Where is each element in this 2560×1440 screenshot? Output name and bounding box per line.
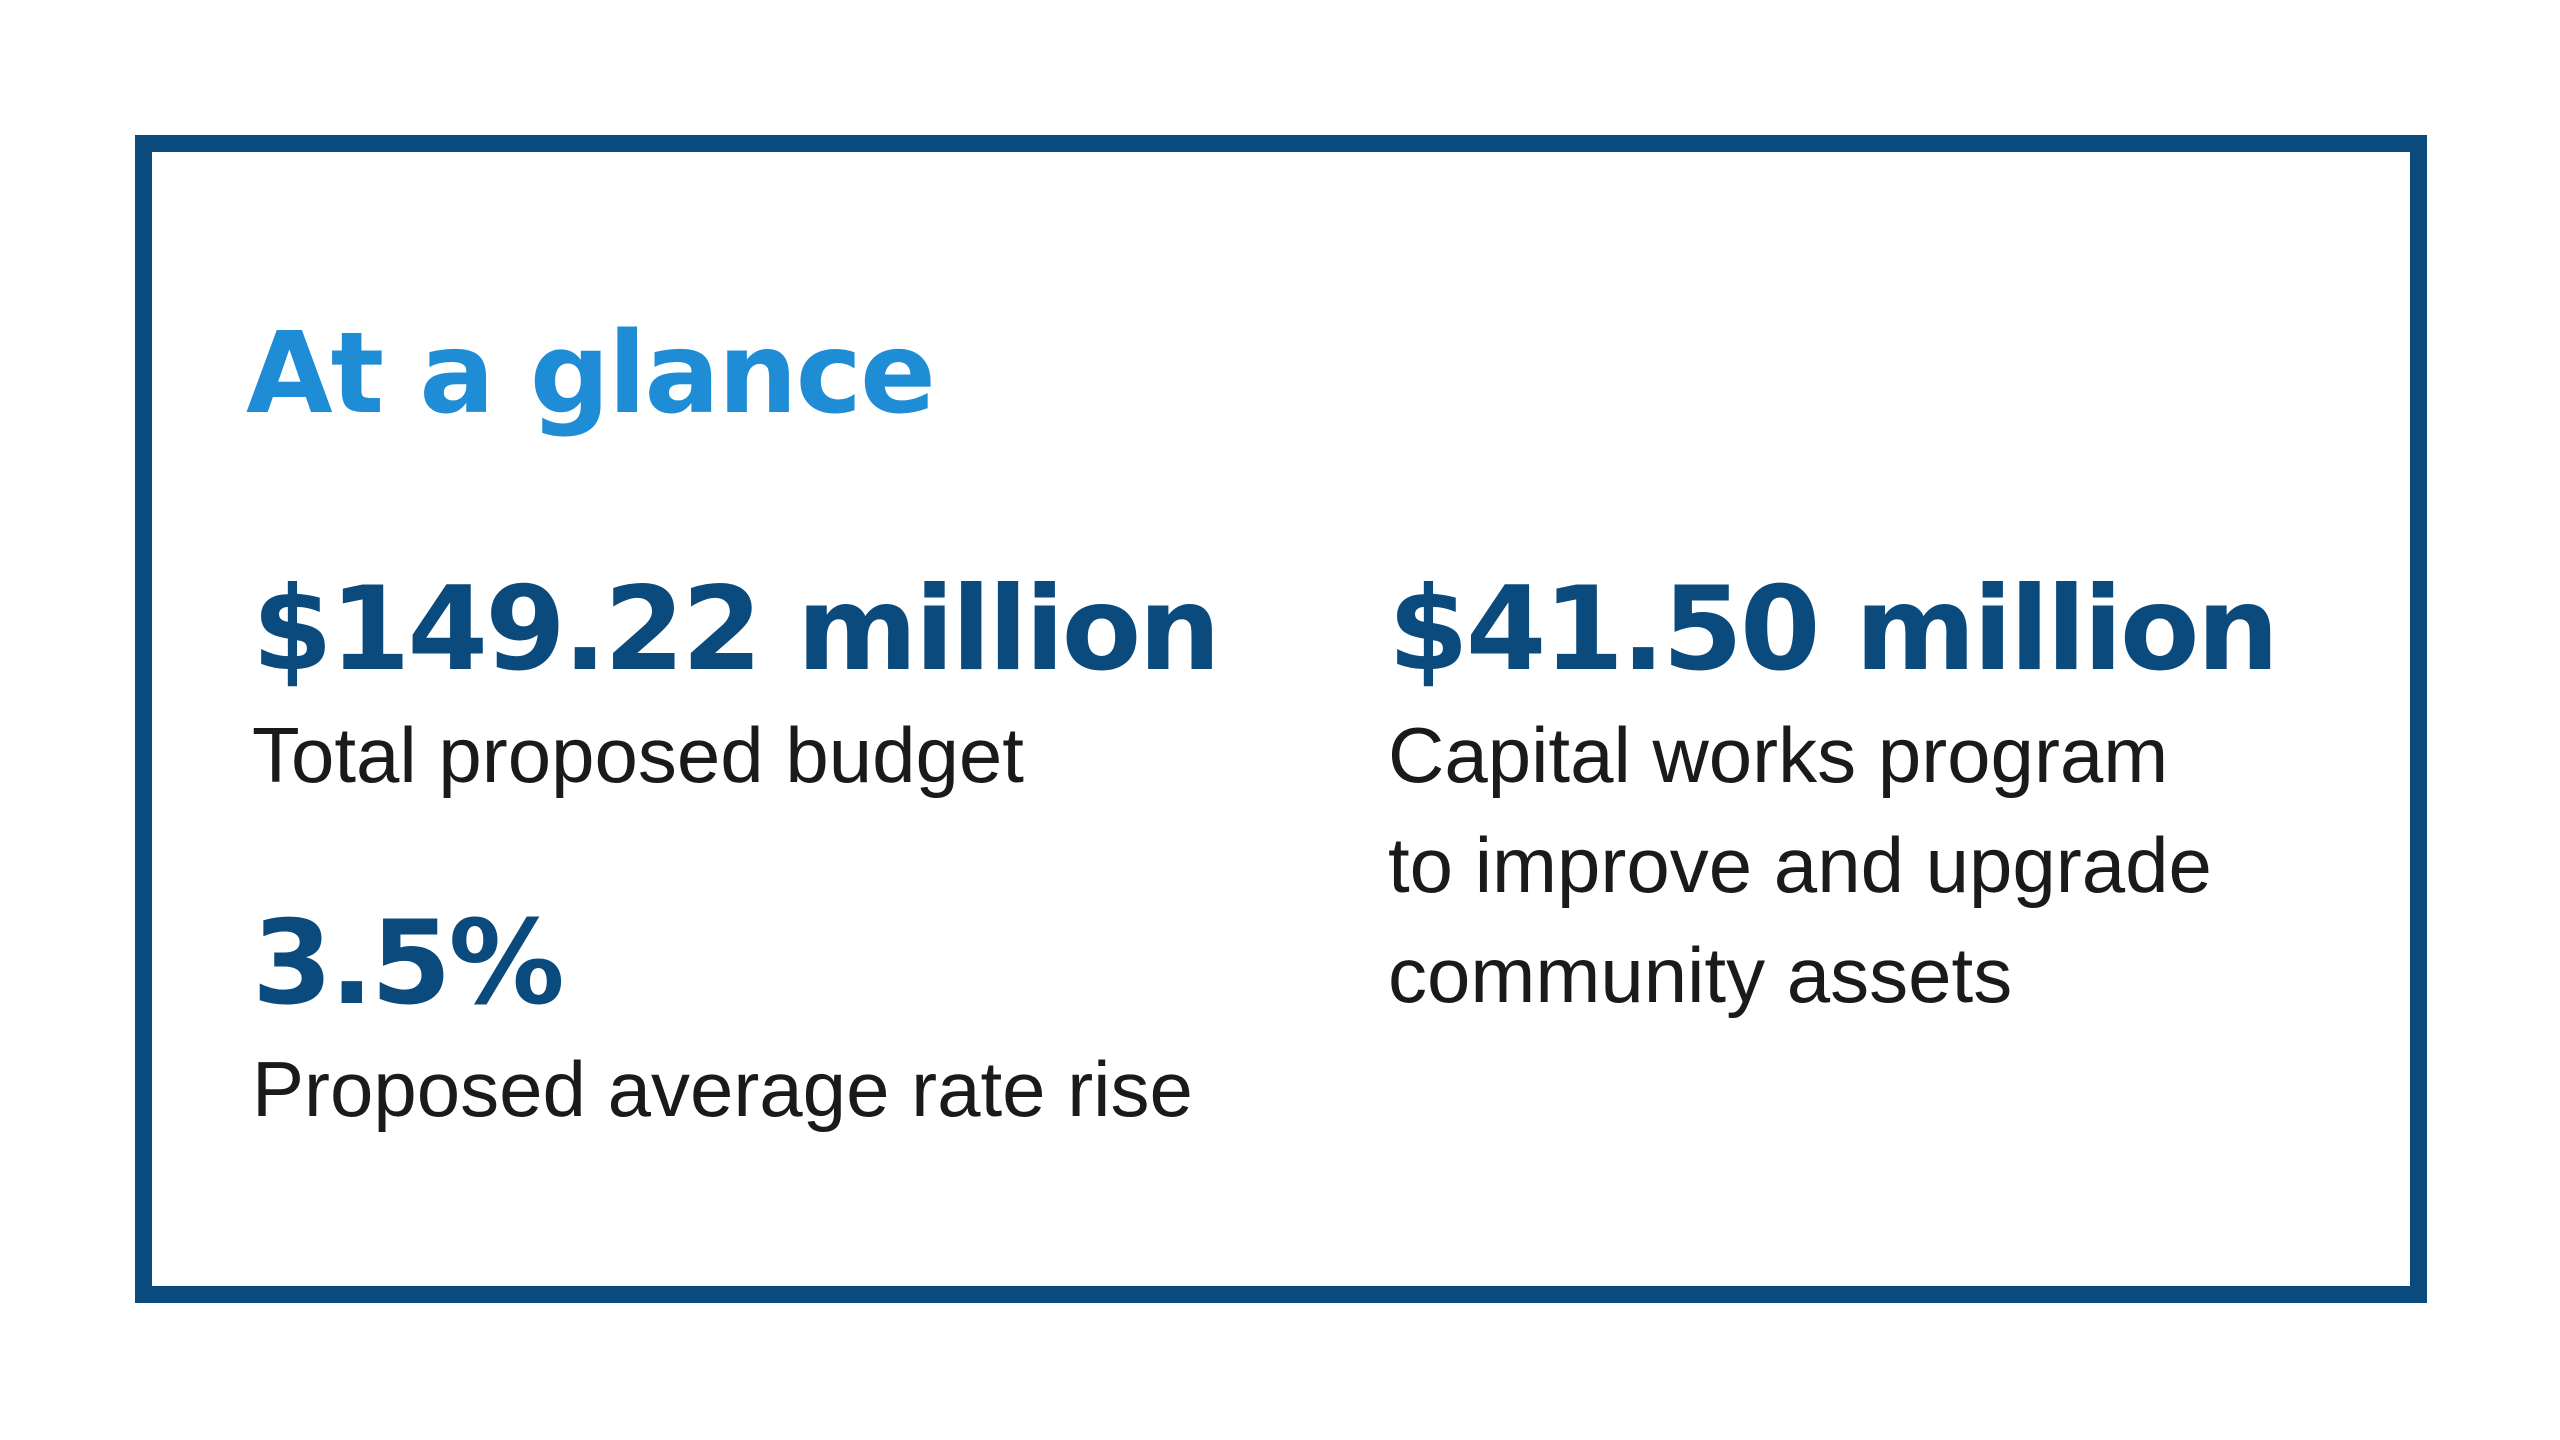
stat-rate-rise-label: Proposed average rate rise xyxy=(252,1045,1193,1133)
stat-capital-works-value: $41.50 million xyxy=(1388,562,2279,697)
stat-rate-rise-value: 3.5% xyxy=(252,896,565,1031)
at-a-glance-card xyxy=(135,135,2427,1303)
stat-capital-works-label-line: community assets xyxy=(1388,931,2013,1019)
stat-capital-works-label: Capital works program to improve and upg… xyxy=(1388,700,2276,1030)
heading-at-a-glance: At a glance xyxy=(246,309,936,439)
stat-capital-works-label-line: Capital works program xyxy=(1388,711,2169,799)
stat-total-budget-label: Total proposed budget xyxy=(252,711,1024,799)
stat-total-budget: $149.22 million Total proposed budget xyxy=(252,562,1221,810)
stat-capital-works-label-line: to improve and upgrade xyxy=(1388,821,2212,909)
stat-total-budget-value: $149.22 million xyxy=(252,562,1221,697)
stat-rate-rise: 3.5% Proposed average rate rise xyxy=(252,906,1193,1144)
stat-capital-works: $41.50 million Capital works program to … xyxy=(1388,562,2279,1030)
